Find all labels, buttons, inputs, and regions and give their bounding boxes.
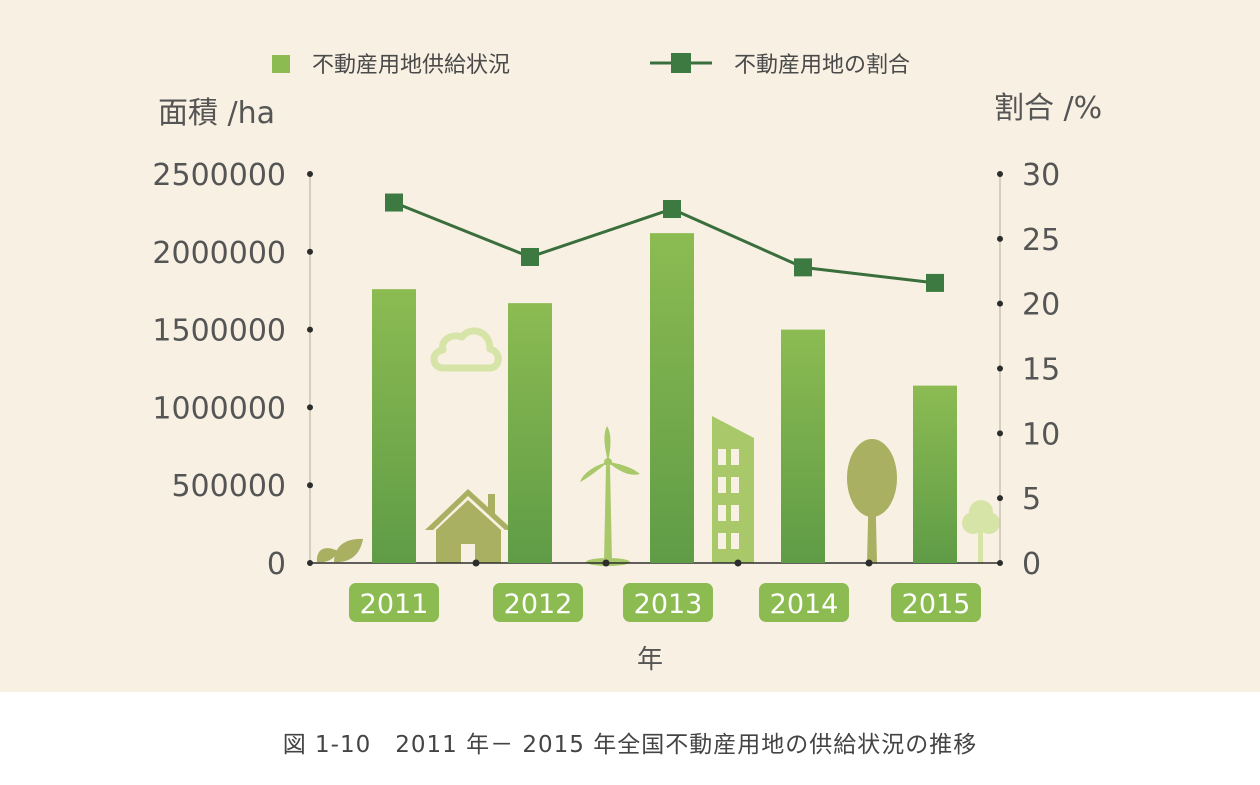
right-tick-dot xyxy=(997,365,1003,372)
ratio-marker-2015 xyxy=(926,273,944,292)
right-tick-label: 0 xyxy=(1022,547,1041,582)
left-tick-label: 500000 xyxy=(171,469,286,504)
year-tick-label: 2013 xyxy=(634,589,703,620)
building-icon xyxy=(712,416,754,563)
right-tick-dot xyxy=(997,300,1003,307)
year-badge-bg xyxy=(759,583,849,622)
left-tick-dot xyxy=(307,404,313,411)
year-badge-bg xyxy=(349,583,439,622)
left-tick-label: 2500000 xyxy=(152,158,286,193)
sprout-icon xyxy=(316,538,363,563)
left-axis-title: 面積 /ha xyxy=(158,96,275,131)
right-tick-dot xyxy=(997,235,1003,242)
right-tick-label: 30 xyxy=(1022,158,1060,193)
bar-series xyxy=(372,233,957,564)
left-tick-label: 2000000 xyxy=(152,236,286,271)
left-axis-ticks: 0 500000 1000000 1500000 2000000 2500000 xyxy=(152,158,313,582)
ratio-marker-2014 xyxy=(794,258,812,277)
bar-2012 xyxy=(508,303,552,563)
ratio-marker-2011 xyxy=(385,193,403,212)
bar-2014 xyxy=(781,329,825,563)
x-axis-title: 年 xyxy=(637,645,663,675)
right-tick-dot xyxy=(997,171,1003,177)
bar-2013 xyxy=(650,233,694,564)
year-tick-label: 2012 xyxy=(504,589,573,620)
baseline-dot xyxy=(865,559,873,567)
left-tick-dot xyxy=(307,248,313,255)
right-tick-label: 5 xyxy=(1022,482,1041,517)
year-tick-label: 2014 xyxy=(770,589,839,620)
right-tick-label: 15 xyxy=(1022,353,1060,388)
left-tick-dot xyxy=(307,482,313,489)
chart-svg: 不動産用地供給状況 不動産用地の割合 面積 /ha 割合 /% xyxy=(152,53,1102,675)
right-tick-label: 10 xyxy=(1022,417,1060,452)
bar-2015 xyxy=(913,385,957,563)
year-labels: 2011 2012 2013 2014 2015 xyxy=(349,583,981,622)
year-tick-label: 2015 xyxy=(902,589,971,620)
right-tick-dot xyxy=(997,560,1003,566)
baseline-dot xyxy=(734,559,742,567)
bar-2011 xyxy=(372,289,416,563)
tree-icon xyxy=(847,439,897,563)
wind-turbine-icon xyxy=(580,426,640,566)
left-tick-dot xyxy=(307,560,313,566)
figure-caption: 図 1-10 2011 年－ 2015 年全国不動産用地の供給状況の推移 xyxy=(282,732,978,758)
year-badge-2013: 2013 xyxy=(623,583,713,622)
legend-bar-label: 不動産用地供給状況 xyxy=(312,53,510,78)
right-tick-label: 20 xyxy=(1022,288,1060,323)
year-badge-bg xyxy=(623,583,713,622)
year-badge-2011: 2011 xyxy=(349,583,439,622)
legend: 不動産用地供給状況 不動産用地の割合 xyxy=(272,53,910,78)
right-tick-label: 25 xyxy=(1022,223,1060,258)
left-tick-label: 0 xyxy=(267,547,286,582)
left-tick-label: 1000000 xyxy=(152,391,286,426)
right-axis-ticks: 0 5 10 15 20 25 30 xyxy=(997,158,1060,582)
right-tick-dot xyxy=(997,495,1003,502)
ratio-marker-2012 xyxy=(521,247,539,266)
legend-line-marker xyxy=(671,53,691,73)
left-tick-dot xyxy=(307,171,313,177)
year-badge-2015: 2015 xyxy=(891,583,981,622)
right-tick-dot xyxy=(997,430,1003,437)
legend-line-label: 不動産用地の割合 xyxy=(734,53,910,78)
small-tree-icon xyxy=(962,500,1000,563)
left-tick-dot xyxy=(307,326,313,333)
year-badge-bg xyxy=(493,583,583,622)
baseline-dot xyxy=(602,559,610,567)
ratio-marker-2013 xyxy=(663,200,681,219)
cloud-icon xyxy=(430,327,502,372)
left-tick-label: 1500000 xyxy=(152,314,286,349)
year-badge-2014: 2014 xyxy=(759,583,849,622)
baseline-dots xyxy=(472,559,873,567)
year-badge-bg xyxy=(891,583,981,622)
year-badge-2012: 2012 xyxy=(493,583,583,622)
legend-bar-swatch xyxy=(272,55,290,73)
chart-panel: 不動産用地供給状況 不動産用地の割合 面積 /ha 割合 /% xyxy=(0,0,1260,692)
house-icon xyxy=(425,489,513,563)
year-tick-label: 2011 xyxy=(360,589,429,620)
baseline-dot xyxy=(472,559,480,567)
line-series xyxy=(385,193,944,292)
right-axis-title: 割合 /% xyxy=(994,91,1102,126)
